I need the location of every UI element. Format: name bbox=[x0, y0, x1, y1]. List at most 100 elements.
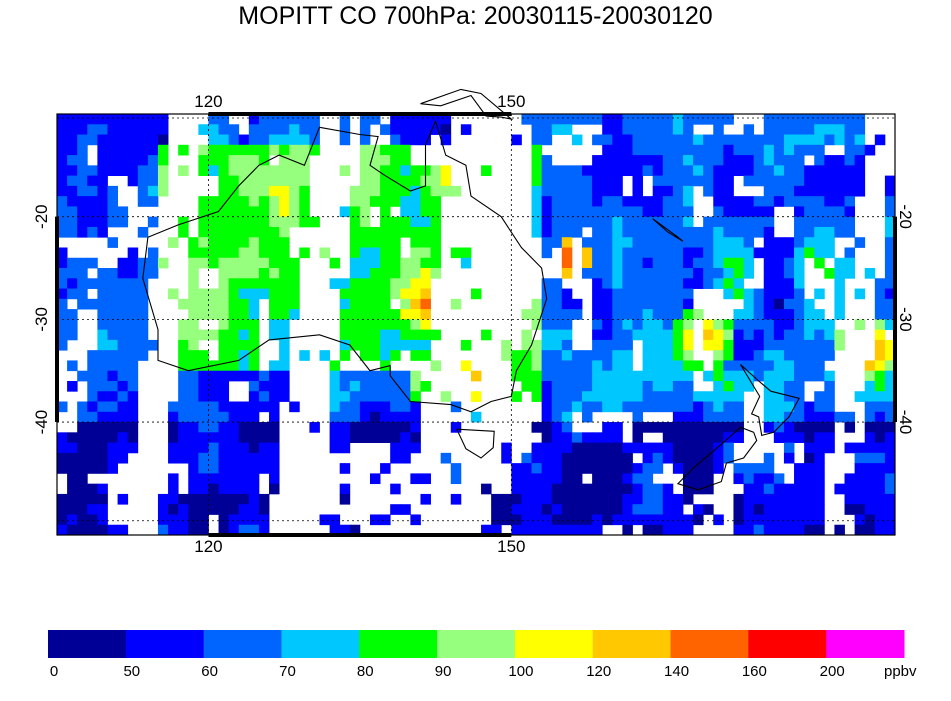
co-cell bbox=[218, 422, 230, 433]
co-cell bbox=[864, 483, 876, 495]
co-cell bbox=[218, 504, 230, 515]
co-cell bbox=[279, 206, 290, 218]
co-cell bbox=[884, 483, 896, 495]
co-cell bbox=[481, 165, 492, 177]
co-cell bbox=[864, 442, 876, 454]
co-cell bbox=[440, 165, 452, 177]
co-cell bbox=[794, 124, 805, 135]
co-cell bbox=[844, 473, 856, 485]
co-cell bbox=[117, 319, 129, 331]
co-cell bbox=[743, 339, 755, 351]
co-cell bbox=[632, 514, 643, 526]
co-cell bbox=[602, 370, 613, 382]
co-cell bbox=[380, 144, 391, 156]
co-cell bbox=[743, 288, 755, 300]
co-cell bbox=[672, 206, 684, 218]
co-cell bbox=[178, 432, 189, 443]
co-cell bbox=[168, 442, 179, 454]
co-cell bbox=[662, 114, 674, 125]
co-cell bbox=[874, 339, 886, 351]
co-cell bbox=[228, 360, 240, 372]
co-cell bbox=[582, 380, 593, 392]
co-cell bbox=[652, 185, 664, 197]
co-cell bbox=[713, 144, 724, 156]
co-cell bbox=[592, 288, 603, 300]
co-cell bbox=[127, 339, 139, 351]
co-cell bbox=[188, 278, 199, 289]
co-cell bbox=[773, 524, 785, 536]
co-cell bbox=[420, 257, 431, 269]
co-cell bbox=[450, 185, 462, 197]
co-cell bbox=[773, 309, 785, 320]
co-cell bbox=[602, 442, 613, 454]
co-cell bbox=[208, 114, 219, 125]
co-cell bbox=[400, 226, 411, 238]
co-cell bbox=[733, 401, 744, 413]
co-cell bbox=[238, 319, 250, 331]
co-cell bbox=[147, 144, 159, 156]
co-cell bbox=[228, 350, 240, 361]
co-cell bbox=[622, 114, 633, 125]
co-cell bbox=[753, 247, 765, 259]
co-cell bbox=[763, 144, 775, 156]
co-cell bbox=[612, 134, 623, 146]
co-cell bbox=[107, 134, 118, 146]
co-cell bbox=[763, 493, 775, 505]
co-cell bbox=[369, 268, 381, 279]
co-cell bbox=[380, 411, 391, 423]
co-cell bbox=[571, 473, 583, 485]
co-cell bbox=[672, 257, 684, 269]
co-cell bbox=[672, 124, 684, 135]
co-cell bbox=[884, 206, 896, 218]
co-cell bbox=[157, 114, 169, 125]
co-cell bbox=[147, 134, 159, 146]
co-cell bbox=[874, 473, 886, 485]
co-cell bbox=[107, 298, 118, 310]
co-cell bbox=[571, 370, 583, 382]
co-cell bbox=[622, 226, 633, 238]
co-cell bbox=[390, 309, 401, 320]
co-cell bbox=[107, 432, 118, 443]
co-cell bbox=[67, 185, 78, 197]
co-cell bbox=[107, 463, 118, 474]
co-cell bbox=[117, 309, 129, 320]
co-cell bbox=[238, 432, 250, 443]
co-cell bbox=[703, 339, 714, 351]
co-cell bbox=[228, 257, 240, 269]
co-cell bbox=[57, 463, 68, 474]
co-cell bbox=[602, 165, 613, 177]
co-cell bbox=[682, 360, 694, 372]
co-cell bbox=[329, 380, 341, 392]
co-cell bbox=[218, 411, 230, 423]
co-cell bbox=[87, 504, 98, 515]
co-cell bbox=[279, 360, 290, 372]
co-cell bbox=[531, 309, 543, 320]
co-cell bbox=[178, 339, 189, 351]
co-cell bbox=[763, 206, 775, 218]
co-cell bbox=[420, 339, 431, 351]
co-cell bbox=[117, 114, 129, 125]
co-cell bbox=[703, 391, 714, 402]
co-cell bbox=[622, 493, 633, 505]
co-cell bbox=[269, 360, 280, 372]
co-cell bbox=[541, 165, 553, 177]
co-cell bbox=[269, 278, 280, 289]
co-cell bbox=[97, 268, 108, 279]
co-cell bbox=[349, 411, 361, 423]
co-cell bbox=[602, 216, 613, 228]
co-cell bbox=[682, 524, 694, 536]
co-cell bbox=[713, 134, 724, 146]
co-cell bbox=[824, 124, 835, 135]
co-cell bbox=[77, 216, 88, 228]
co-cell bbox=[743, 165, 755, 177]
co-cell bbox=[329, 278, 341, 289]
co-cell bbox=[97, 298, 108, 310]
co-cell bbox=[198, 216, 209, 228]
co-cell bbox=[602, 247, 613, 259]
co-cell bbox=[390, 175, 401, 187]
co-cell bbox=[642, 165, 654, 177]
co-cell bbox=[400, 422, 411, 433]
co-cell bbox=[743, 329, 755, 341]
co-cell bbox=[652, 422, 664, 433]
co-cell bbox=[369, 391, 381, 402]
